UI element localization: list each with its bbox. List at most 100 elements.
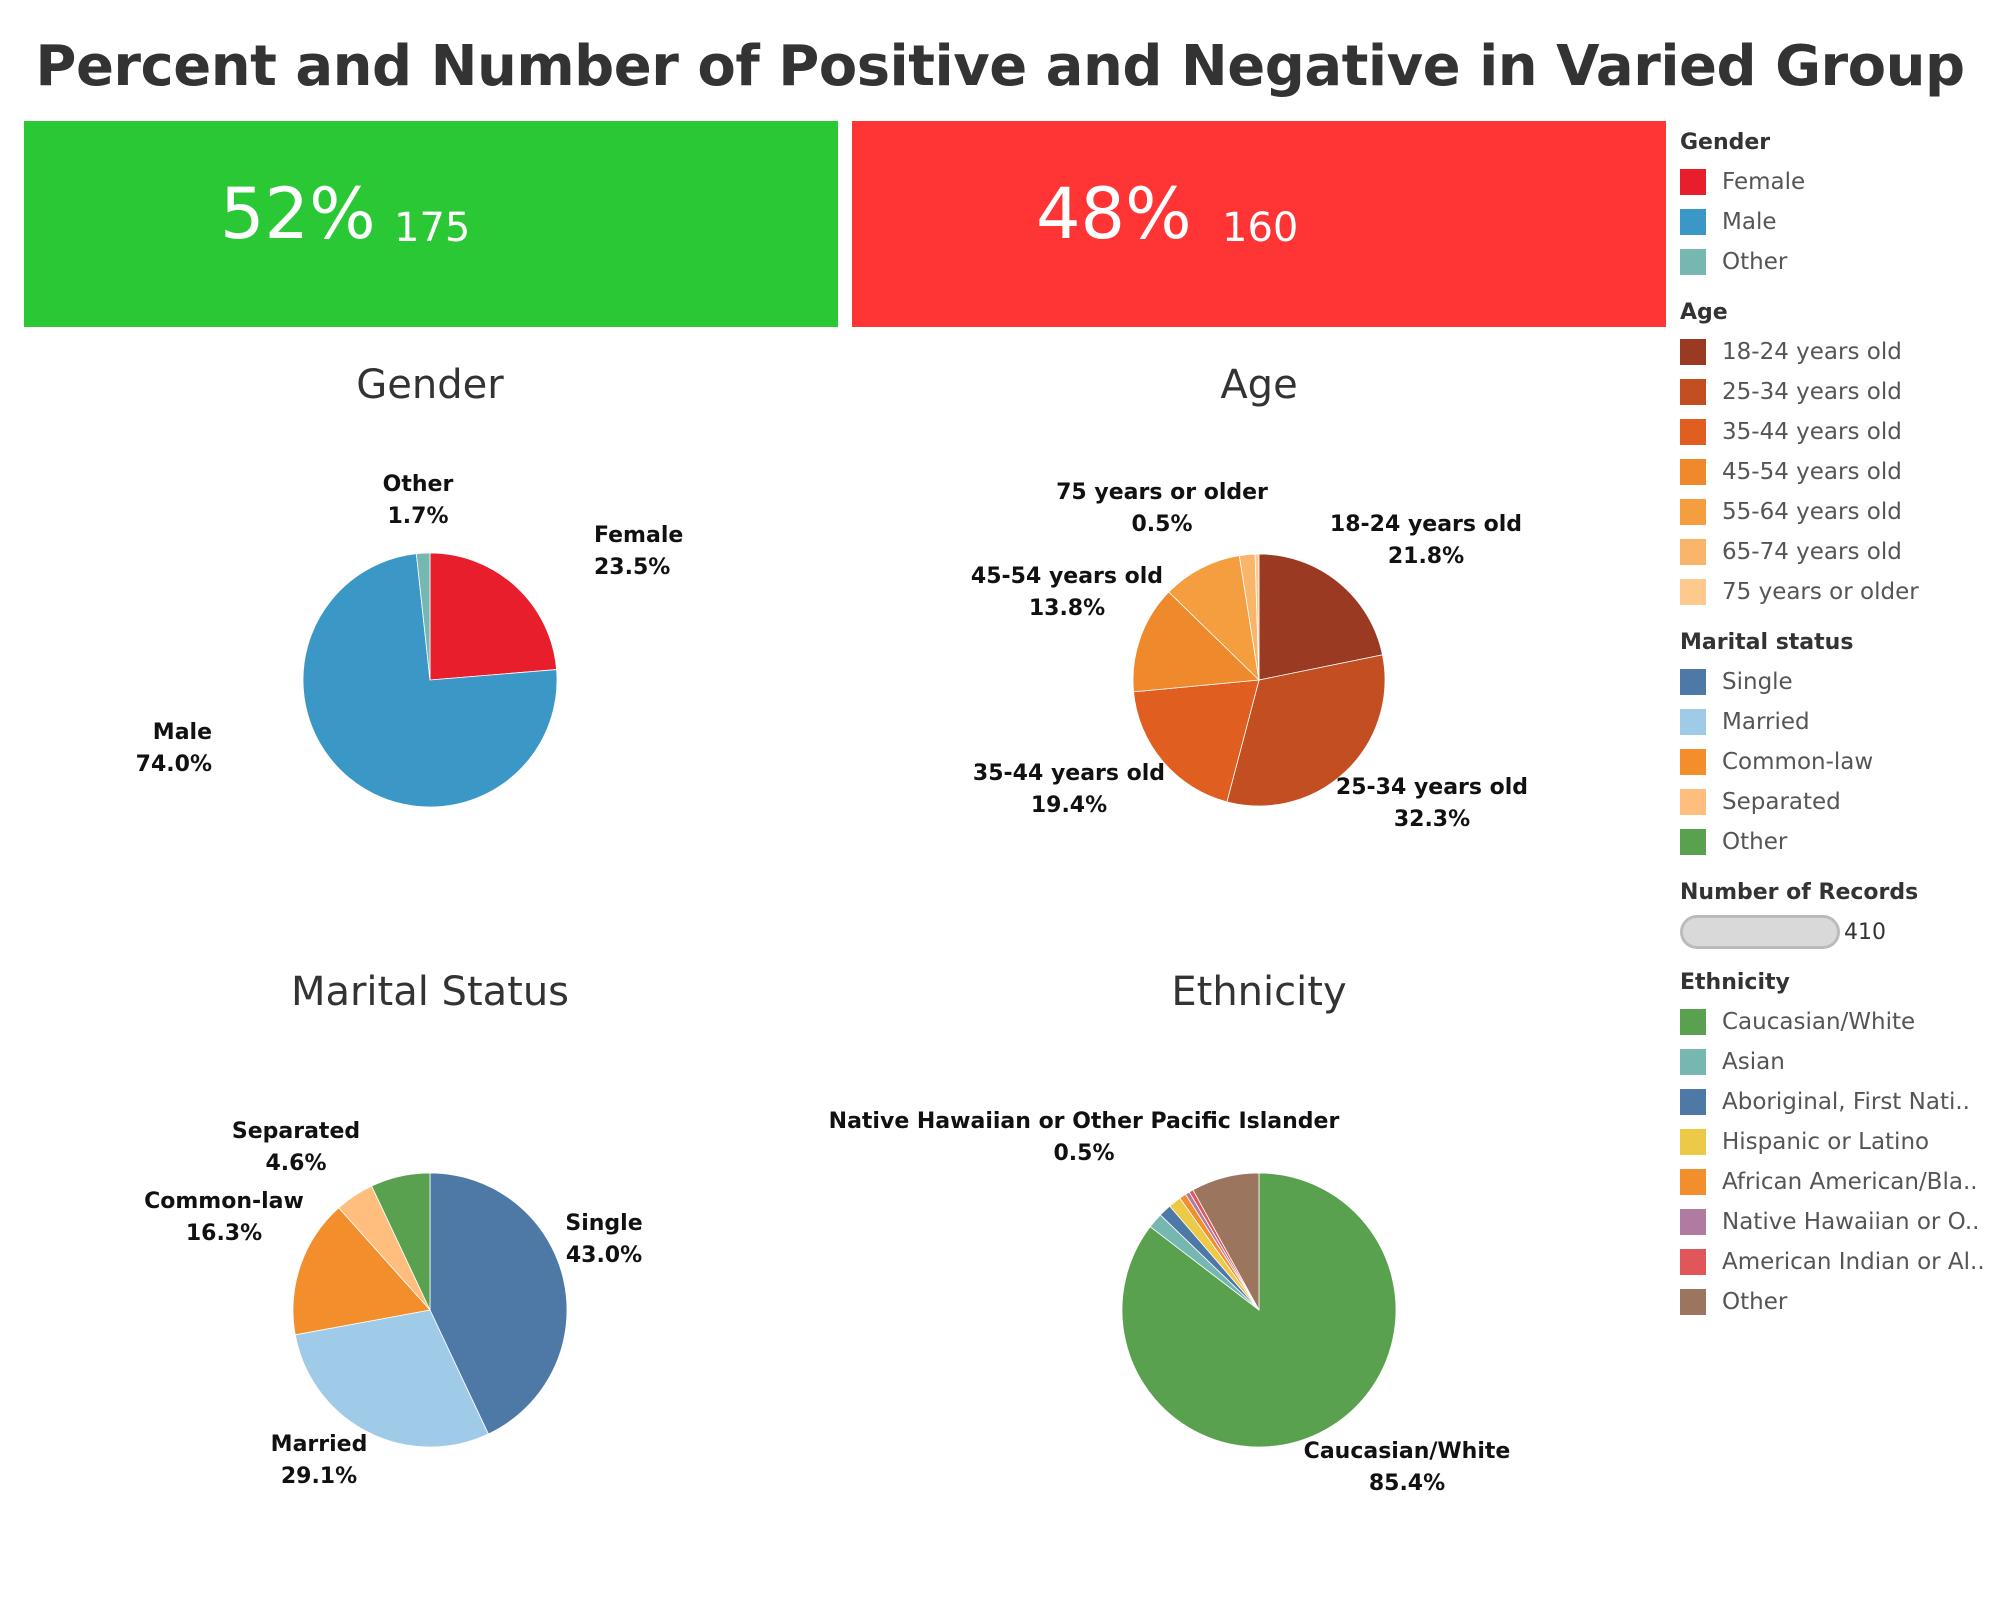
legend-label: Common-law xyxy=(1722,749,1874,775)
ethnicity-chart-title: Ethnicity xyxy=(1171,969,1346,1015)
marital-status-slice-other[interactable] xyxy=(371,1172,431,1311)
legend-item-ethnicity-native-hawaiian-or-o[interactable]: Native Hawaiian or O.. xyxy=(1680,1202,2000,1242)
age-slice-55-64-years-old[interactable] xyxy=(1168,555,1260,682)
legend-swatch xyxy=(1680,459,1706,485)
legend-swatch xyxy=(1680,789,1706,815)
legend-label: 35-44 years old xyxy=(1722,419,1902,445)
legend-item-ethnicity-american-indian-or-al[interactable]: American Indian or Al.. xyxy=(1680,1242,2000,1282)
slice-percent: 4.6% xyxy=(265,1151,326,1176)
legend-item-ethnicity-caucasian-white[interactable]: Caucasian/White xyxy=(1680,1002,2000,1042)
legend-swatch xyxy=(1680,1009,1706,1035)
slice-percent: 29.1% xyxy=(281,1464,357,1489)
legend-item-marital-separated[interactable]: Separated xyxy=(1680,782,2000,822)
legend-item-age-25-34-years-old[interactable]: 25-34 years old xyxy=(1680,372,2000,412)
legend-label: Caucasian/White xyxy=(1722,1009,1916,1035)
legend-label: 18-24 years old xyxy=(1722,339,1902,365)
legend-item-gender-other[interactable]: Other xyxy=(1680,242,2000,282)
age-data-label-45-54-years-old: 45-54 years old 13.8% xyxy=(971,564,1163,621)
slice-percent: 21.8% xyxy=(1388,544,1464,569)
positive-kpi-tile[interactable]: 52% 175 xyxy=(24,121,838,327)
gender-slice-male[interactable] xyxy=(302,553,558,808)
gender-chart-title: Gender xyxy=(356,362,504,408)
ethnicity-slice-caucasian-white[interactable] xyxy=(1121,1172,1397,1448)
legend-item-age-65-74-years-old[interactable]: 65-74 years old xyxy=(1680,532,2000,572)
age-slice-35-44-years-old[interactable] xyxy=(1133,679,1260,803)
legend-label: African American/Bla.. xyxy=(1722,1169,1978,1195)
marital-status-data-label-married: Married 29.1% xyxy=(271,1432,368,1489)
legend-swatch xyxy=(1680,1049,1706,1075)
slice-percent: 0.5% xyxy=(1131,512,1192,537)
slice-name: Female xyxy=(594,523,683,548)
legend-label: 45-54 years old xyxy=(1722,459,1902,485)
legend-swatch xyxy=(1680,379,1706,405)
age-slice-18-24-years-old[interactable] xyxy=(1258,553,1383,681)
legend-records: Number of Records 410 xyxy=(1680,878,2000,952)
legend-label: Other xyxy=(1722,829,1788,855)
legend-item-age-75-years-or-older[interactable]: 75 years or older xyxy=(1680,572,2000,612)
legend-swatch xyxy=(1680,1089,1706,1115)
legend-swatch xyxy=(1680,1289,1706,1315)
legend-swatch xyxy=(1680,579,1706,605)
records-size-value: 410 xyxy=(1844,919,1886,945)
legend-item-ethnicity-asian[interactable]: Asian xyxy=(1680,1042,2000,1082)
legend-swatch xyxy=(1680,539,1706,565)
slice-name: Common-law xyxy=(144,1189,304,1214)
legend-swatch xyxy=(1680,249,1706,275)
age-slice-25-34-years-old[interactable] xyxy=(1226,654,1386,807)
legend-ethnicity: Ethnicity Caucasian/White Asian Aboriginal… xyxy=(1680,968,2000,1322)
legend-swatch xyxy=(1680,209,1706,235)
slice-name: Male xyxy=(153,720,212,745)
slice-percent: 32.3% xyxy=(1394,807,1470,832)
positive-percent: 52% xyxy=(220,173,376,255)
records-size-indicator xyxy=(1680,915,1840,949)
legend-swatch xyxy=(1680,1249,1706,1275)
slice-name: 25-34 years old xyxy=(1336,775,1528,800)
legend-label: Other xyxy=(1722,249,1788,275)
legend-item-age-55-64-years-old[interactable]: 55-64 years old xyxy=(1680,492,2000,532)
ethnicity-data-label-native-hawaiian-or-other-pacific-islander: Native Hawaiian or Other Pacific Islande… xyxy=(829,1109,1340,1166)
legend-item-age-35-44-years-old[interactable]: 35-44 years old xyxy=(1680,412,2000,452)
slice-name: Other xyxy=(383,472,454,497)
legend-item-ethnicity-aboriginal-first-nati[interactable]: Aboriginal, First Nati.. xyxy=(1680,1082,2000,1122)
slice-name: Separated xyxy=(232,1119,360,1144)
legend-label: 65-74 years old xyxy=(1722,539,1902,565)
legend-item-ethnicity-other[interactable]: Other xyxy=(1680,1282,2000,1322)
slice-percent: 74.0% xyxy=(136,752,212,777)
legend-item-marital-single[interactable]: Single xyxy=(1680,662,2000,702)
legend-item-marital-married[interactable]: Married xyxy=(1680,702,2000,742)
legend-swatch xyxy=(1680,1209,1706,1235)
legend-swatch xyxy=(1680,339,1706,365)
gender-slice-other[interactable] xyxy=(415,552,431,681)
slice-percent: 85.4% xyxy=(1369,1471,1445,1496)
legend-item-age-45-54-years-old[interactable]: 45-54 years old xyxy=(1680,452,2000,492)
legend-swatch xyxy=(1680,749,1706,775)
slice-percent: 0.5% xyxy=(1053,1141,1114,1166)
age-slice-75-years-or-older[interactable] xyxy=(1254,553,1260,681)
legend-item-gender-female[interactable]: Female xyxy=(1680,162,2000,202)
legend-gender: Gender Female Male Other xyxy=(1680,128,2000,282)
gender-slice-female[interactable] xyxy=(429,552,558,681)
negative-kpi-tile[interactable]: 48% 160 xyxy=(852,121,1666,327)
ethnicity-slice-other[interactable] xyxy=(1192,1172,1260,1311)
legend-swatch xyxy=(1680,669,1706,695)
legend-swatch xyxy=(1680,499,1706,525)
marital-status-slice-single[interactable] xyxy=(429,1172,568,1435)
legend-item-ethnicity-african-american-bla[interactable]: African American/Bla.. xyxy=(1680,1162,2000,1202)
slice-name: 35-44 years old xyxy=(973,761,1165,786)
marital-status-data-label-common-law: Common-law 16.3% xyxy=(144,1189,304,1246)
legend-swatch xyxy=(1680,829,1706,855)
legend-age: Age 18-24 years old 25-34 years old 35-44 … xyxy=(1680,298,2000,612)
legend-item-gender-male[interactable]: Male xyxy=(1680,202,2000,242)
slice-name: 18-24 years old xyxy=(1330,512,1522,537)
legend-item-marital-common-law[interactable]: Common-law xyxy=(1680,742,2000,782)
legend-item-ethnicity-hispanic-or-latino[interactable]: Hispanic or Latino xyxy=(1680,1122,2000,1162)
legend-label: Native Hawaiian or O.. xyxy=(1722,1209,1980,1235)
marital-status-data-label-separated: Separated 4.6% xyxy=(232,1119,360,1176)
marital-status-slice-common-law[interactable] xyxy=(292,1207,431,1336)
legend-item-age-18-24-years-old[interactable]: 18-24 years old xyxy=(1680,332,2000,372)
legend-label: Male xyxy=(1722,209,1777,235)
age-slice-45-54-years-old[interactable] xyxy=(1132,591,1260,693)
slice-percent: 1.7% xyxy=(387,504,448,529)
marital-status-slice-married[interactable] xyxy=(294,1309,489,1448)
legend-item-marital-other[interactable]: Other xyxy=(1680,822,2000,862)
